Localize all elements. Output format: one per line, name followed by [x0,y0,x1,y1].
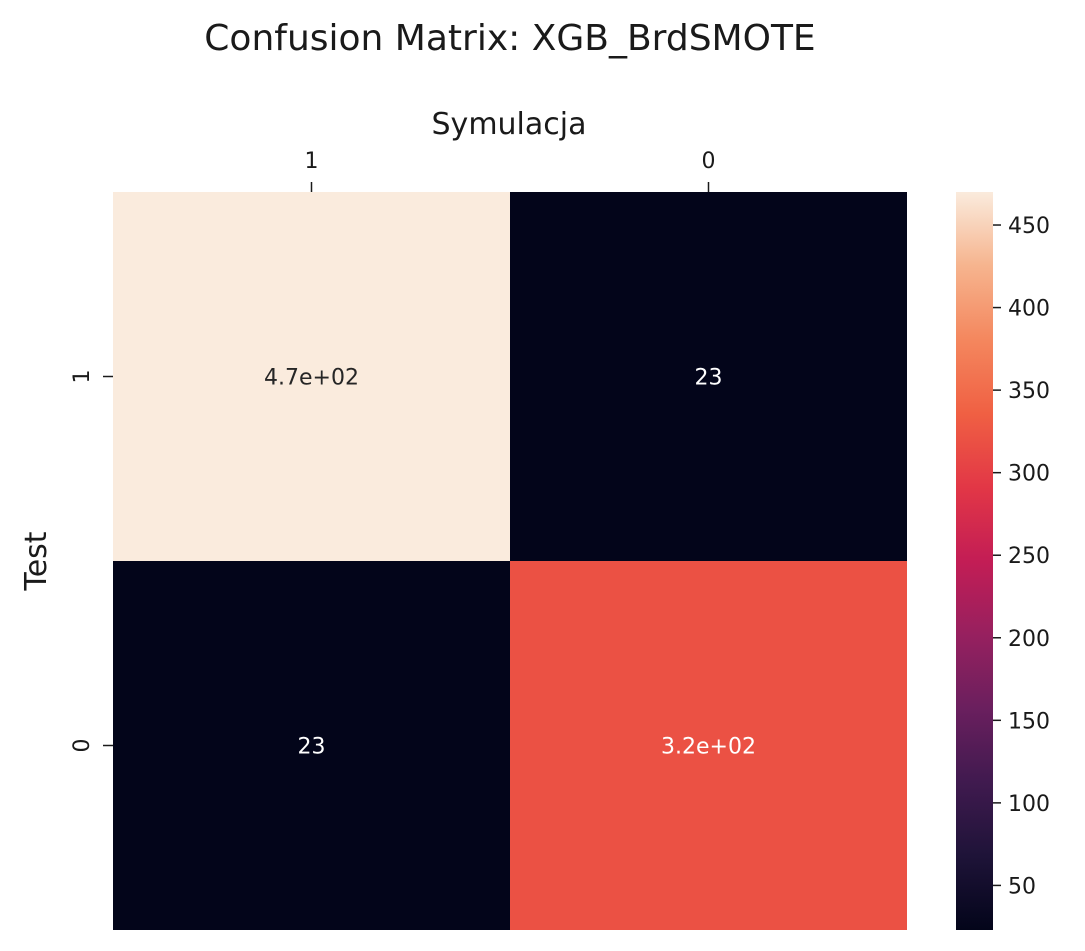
y-tick-label-1: 0 [70,739,95,753]
heatmap-cell-r1-c0 [113,561,510,930]
colorbar [956,192,993,930]
cell-annotation-r1-c0: 23 [298,735,326,760]
y-axis-label: Test [19,531,54,591]
colorbar-tick-label-2: 150 [1008,709,1050,734]
cell-annotation-r0-c1: 23 [695,366,723,391]
colorbar-tick-label-3: 200 [1008,627,1050,652]
x-axis-label: Symulacja [432,107,587,142]
colorbar-tick-label-6: 350 [1008,379,1050,404]
y-tick-label-0: 1 [70,370,95,384]
heatmap-cell-r0-c0 [113,192,510,561]
cell-annotation-r1-c1: 3.2e+02 [661,735,756,760]
heatmap-cell-r1-c1 [510,561,907,930]
colorbar-tick-label-7: 400 [1008,297,1050,322]
heatmap-cells [113,192,907,930]
colorbar-tick-label-0: 50 [1008,874,1036,899]
colorbar-tick-label-8: 450 [1008,214,1050,239]
colorbar-tick-label-1: 100 [1008,792,1050,817]
colorbar-ticks: 50 100 150 200 250 300 350 400 450 [993,214,1050,899]
chart-title: Confusion Matrix: XGB_BrdSMOTE [204,18,815,59]
heatmap-annotations: 4.7e+02 23 23 3.2e+02 [264,366,756,760]
colorbar-tick-label-5: 300 [1008,462,1050,487]
colorbar-tick-label-4: 250 [1008,544,1050,569]
cell-annotation-r0-c0: 4.7e+02 [264,366,359,391]
heatmap-cell-r0-c1 [510,192,907,561]
x-tick-label-0: 1 [305,149,319,174]
y-axis-ticks: 10 [70,370,113,753]
x-tick-label-1: 0 [702,149,716,174]
